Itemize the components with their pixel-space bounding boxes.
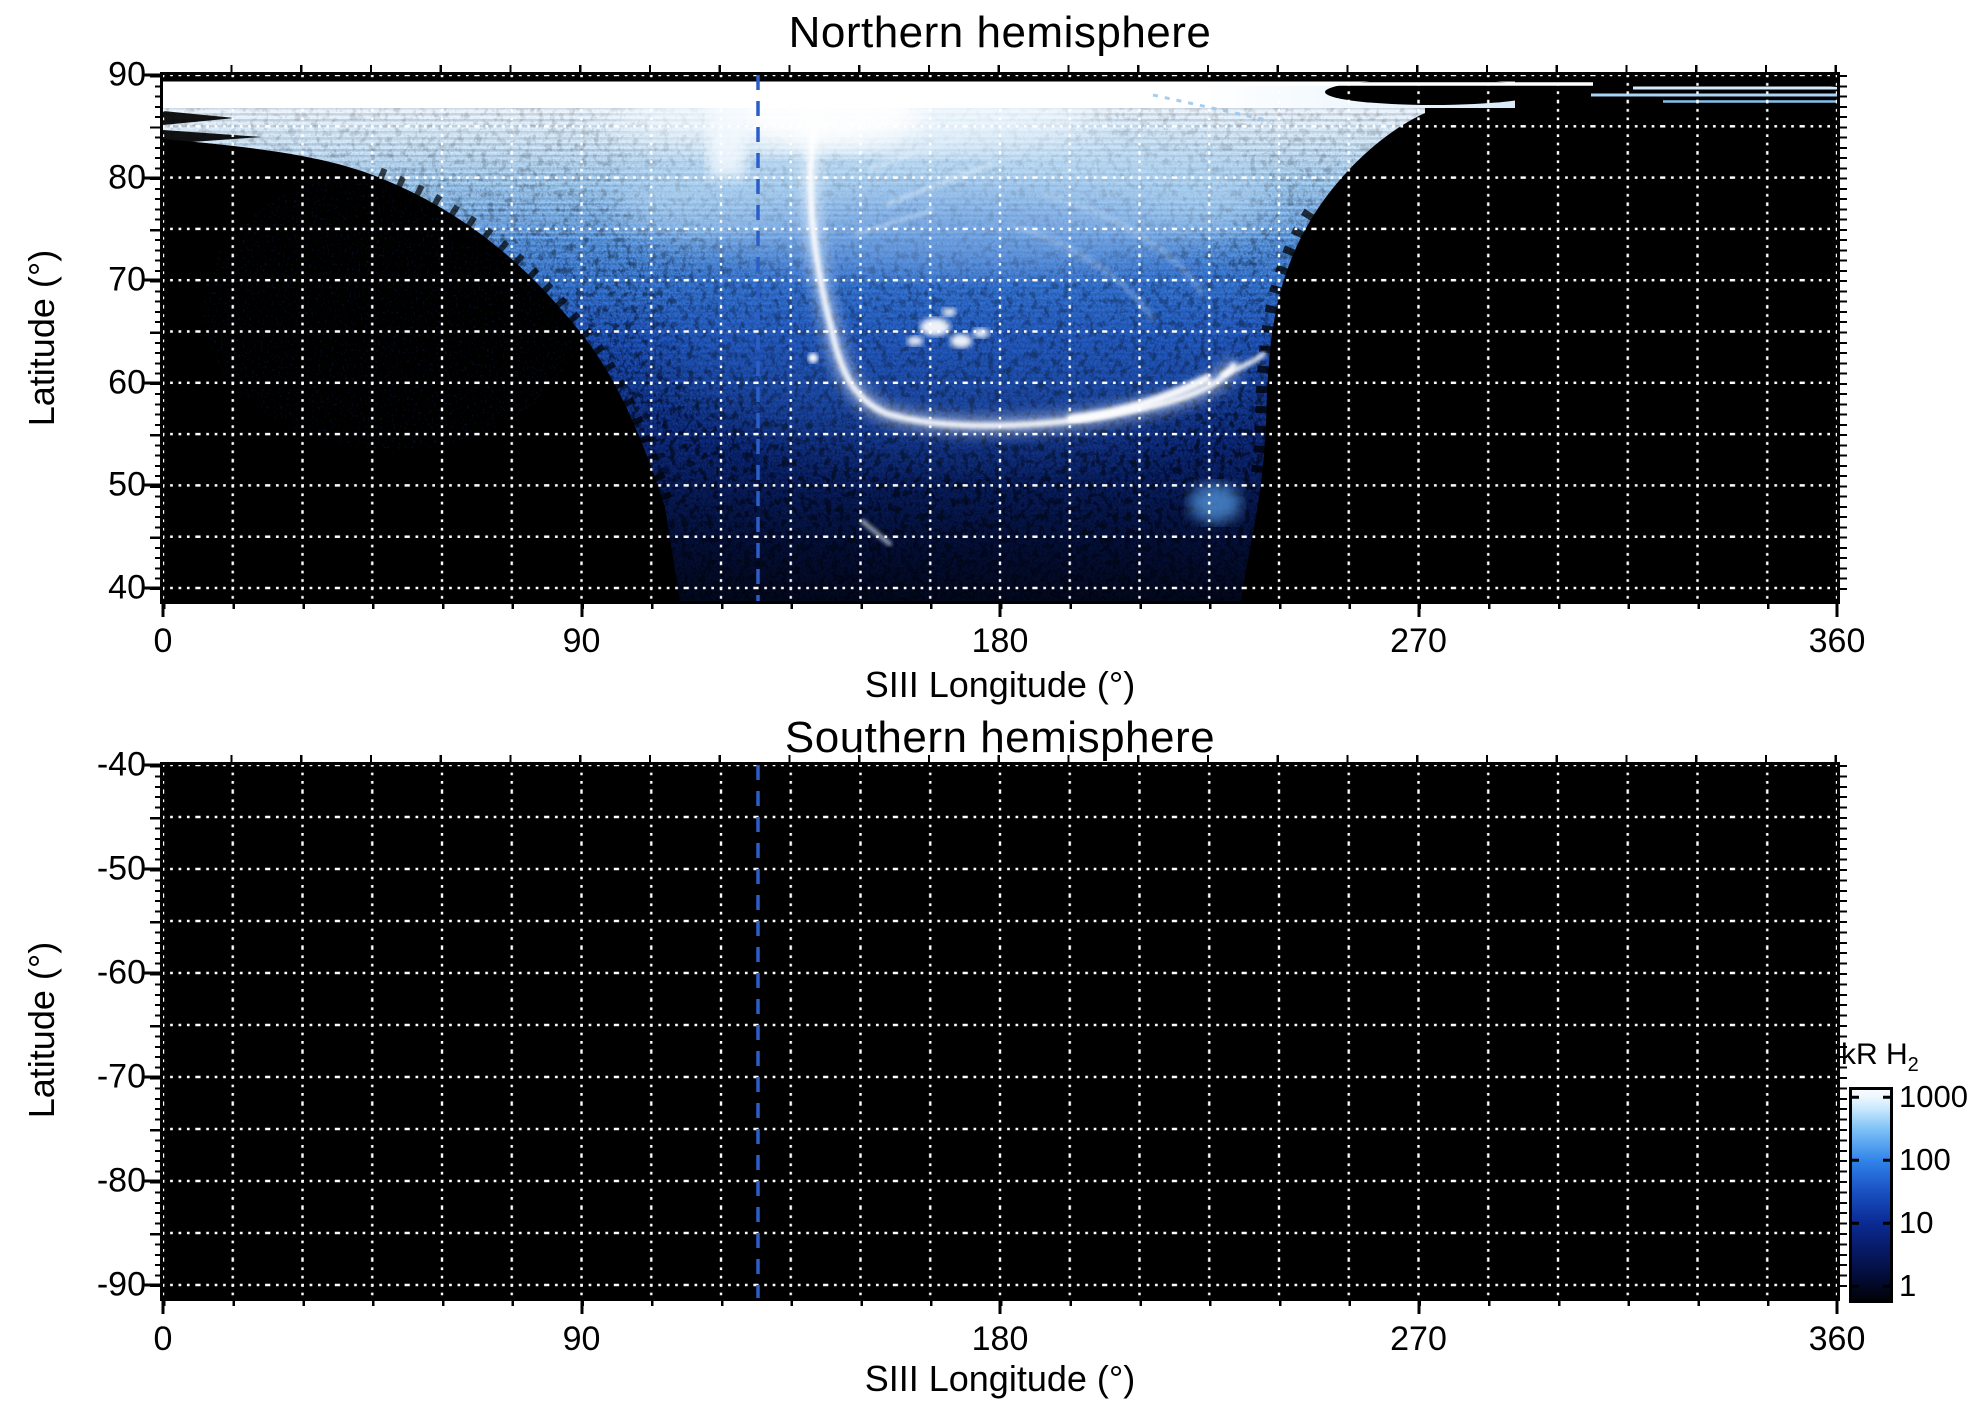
south-xtick-label: 0: [153, 1320, 173, 1358]
south-ytick-label: -60: [96, 953, 146, 992]
north-yaxis-label: Latitude (°): [21, 249, 62, 427]
colorbar: [1849, 1087, 1893, 1303]
colorbar-unit-subscript: 2: [1907, 1054, 1919, 1076]
south-ytick-label: -70: [96, 1057, 146, 1096]
south-xtick-90: [580, 1298, 583, 1314]
north-xtick-label: 270: [1390, 622, 1447, 660]
north-ytick-40: [144, 586, 163, 590]
south-ytick-label: -50: [96, 849, 146, 888]
north-xtick-180: [998, 601, 1002, 617]
south-panel-plot: [160, 762, 1840, 1301]
north-xtick-90: [580, 601, 583, 617]
north-ytick-90: [144, 73, 163, 77]
south-xtick-label: 360: [1808, 1320, 1866, 1358]
colorbar-tick-label: 10: [1899, 1205, 1934, 1240]
north-ytick-70: [144, 278, 163, 282]
north-xtick-0: [161, 601, 165, 617]
south-xtick-0: [161, 1298, 165, 1314]
colorbar-tick-1-right: [1883, 1284, 1890, 1288]
south-ytick--40: [144, 763, 163, 767]
south-ytick--60: [144, 971, 163, 975]
south-gridlines: [163, 765, 1837, 1298]
north-ytick-label: 90: [108, 55, 146, 94]
south-heatmap: [163, 765, 1837, 1298]
north-ytick-50: [144, 483, 163, 487]
colorbar-tick-10-right: [1883, 1221, 1890, 1225]
south-yaxis-right-ticks: [1840, 765, 1847, 1287]
north-ytick-60: [144, 381, 163, 385]
south-xtick-label: 90: [562, 1320, 601, 1358]
north-xtick-label: 360: [1808, 622, 1866, 660]
north-heatmap: [163, 75, 1837, 601]
south-ytick--90: [144, 1283, 163, 1287]
south-xtick-180: [998, 1298, 1002, 1314]
south-ytick--70: [144, 1075, 163, 1079]
south-yaxis-label: Latitude (°): [21, 941, 62, 1119]
south-ytick-label: -90: [96, 1265, 146, 1304]
colorbar-tick-1000-left: [1852, 1095, 1859, 1099]
colorbar-tick-100-right: [1883, 1158, 1890, 1162]
north-xaxis-top-ticks: [163, 65, 1837, 72]
south-xaxis-label: SIII Longitude (°): [864, 1358, 1136, 1399]
north-gridlines: [163, 75, 1837, 601]
colorbar-tick-label: 1000: [1899, 1079, 1968, 1114]
colorbar-tick-label: 1: [1899, 1268, 1917, 1303]
north-ytick-label: 40: [108, 568, 146, 607]
colorbar-unit-label: kR H2: [1841, 1038, 1919, 1077]
south-title: Southern hemisphere: [784, 713, 1216, 762]
north-ytick-label: 70: [108, 260, 146, 299]
south-ytick--50: [144, 867, 163, 871]
north-yaxis-medium-ticks: [150, 75, 163, 590]
north-xtick-360: [1835, 601, 1839, 617]
north-ytick-label: 50: [108, 465, 146, 504]
colorbar-unit-text: kR H: [1841, 1038, 1908, 1071]
south-ytick--80: [144, 1179, 163, 1183]
north-title: Northern hemisphere: [788, 8, 1212, 57]
south-xtick-360: [1835, 1298, 1839, 1314]
north-xtick-label: 90: [562, 622, 601, 660]
south-ytick-label: -40: [96, 745, 146, 784]
north-panel-plot: [160, 72, 1840, 604]
colorbar-tick-label: 100: [1899, 1142, 1951, 1177]
south-xtick-label: 180: [971, 1320, 1029, 1358]
south-ytick-label: -80: [96, 1161, 146, 1200]
colorbar-tick-100-left: [1852, 1158, 1859, 1162]
north-yaxis-right-ticks: [1840, 75, 1847, 590]
north-xaxis-label: SIII Longitude (°): [864, 664, 1136, 705]
north-xtick-label: 180: [971, 622, 1029, 660]
north-ytick-label: 60: [108, 363, 146, 402]
colorbar-tick-1000-right: [1883, 1095, 1890, 1099]
south-xaxis-top-ticks: [163, 755, 1837, 762]
north-xtick-label: 0: [153, 622, 173, 660]
south-xtick-label: 270: [1390, 1320, 1447, 1358]
north-xtick-270: [1417, 601, 1420, 617]
north-ytick-80: [144, 176, 163, 180]
south-xtick-270: [1417, 1298, 1420, 1314]
north-ytick-label: 80: [108, 158, 146, 197]
south-yaxis-medium-ticks: [150, 765, 163, 1287]
colorbar-tick-10-left: [1852, 1221, 1859, 1225]
colorbar-tick-1-left: [1852, 1284, 1859, 1288]
